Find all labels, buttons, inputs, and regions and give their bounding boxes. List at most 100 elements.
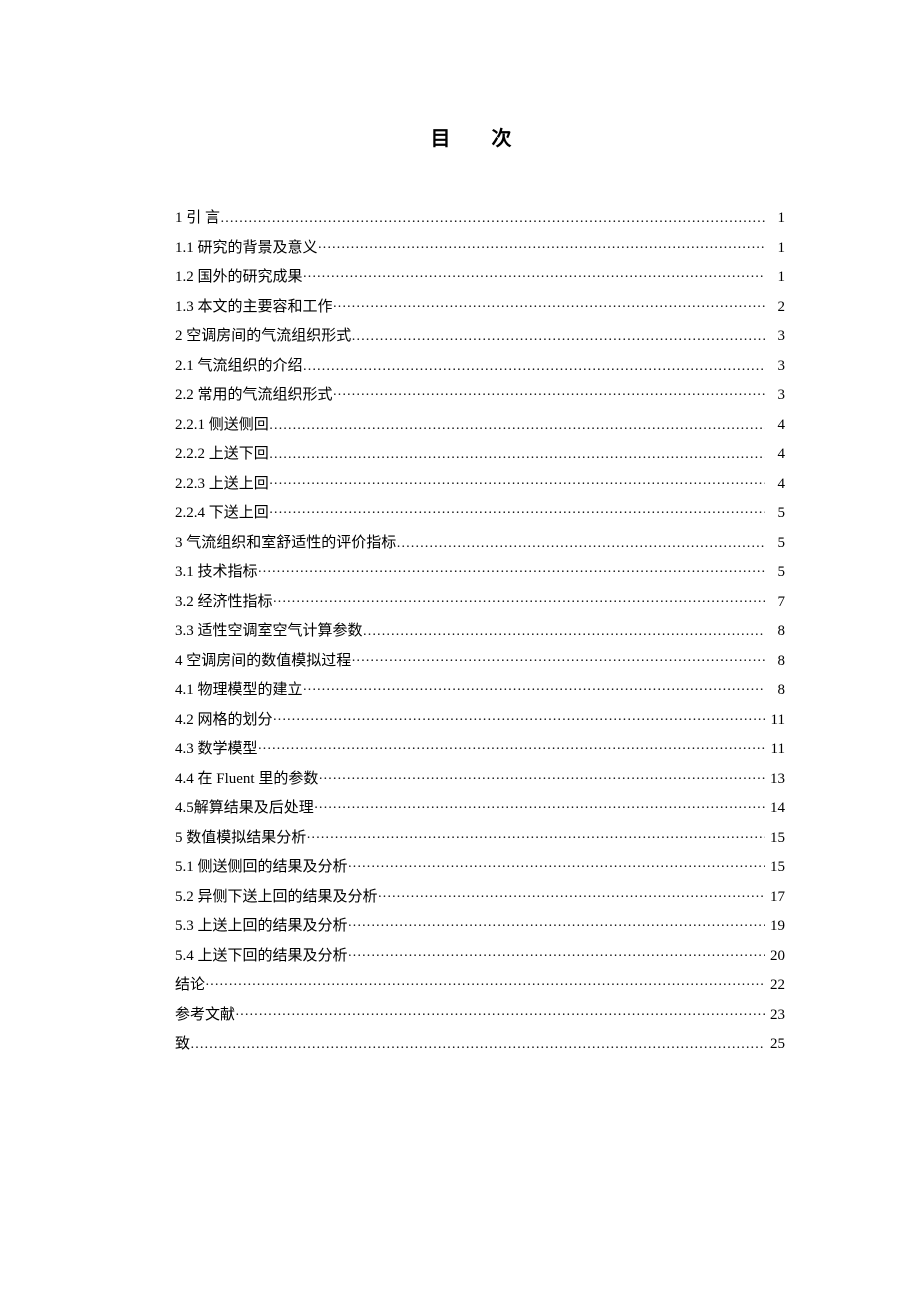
toc-entry-page: 4 [765,418,785,433]
toc-entry: 4.4 在 Fluent 里的参数·······················… [175,772,785,787]
toc-entry-leader: …………………………………………………………………………………………………………… [303,360,765,374]
toc-entry-leader: ········································… [348,920,765,934]
toc-entry-label: 4.2 网格的划分 [175,713,273,728]
toc-entry-label: 5 数值模拟结果分析 [175,831,306,846]
toc-entry-label: 2.2 常用的气流组织形式 [175,388,333,403]
toc-entry-page: 19 [765,919,785,934]
toc-entry-label: 1 引 言 [175,211,220,226]
toc-entry-label: 3.1 技术指标 [175,565,258,580]
toc-entry-leader: ········································… [333,389,765,403]
toc-entry-page: 3 [765,329,785,344]
toc-entry-leader: ········································… [303,684,765,698]
toc-entry-leader: ········································… [314,802,765,816]
toc-entry: 2.2 常用的气流组织形式···························… [175,388,785,403]
toc-entry: 5.3 上送上回的结果及分析··························… [175,919,785,934]
toc-entry-label: 2.1 气流组织的介绍 [175,359,303,374]
toc-entry-leader: ········································… [269,507,765,521]
toc-entry-leader: …………………………………………………………………………………………………………… [269,448,765,462]
toc-entry-label: 4.5解算结果及后处理 [175,801,314,816]
toc-entry-leader: …………………………………………………………………………………………………………… [269,419,765,433]
toc-entry-label: 结论 [175,978,205,993]
toc-entry-leader: ········································… [258,566,765,580]
toc-entry-label: 4.3 数学模型 [175,742,258,757]
toc-entry-label: 4.4 在 Fluent 里的参数 [175,772,318,787]
toc-entry: 3.1 技术指标································… [175,565,785,580]
document-page: 目 次 1 引 言 ………………………………………………………………………………… [0,0,920,1052]
toc-entry: 1.2 国外的研究成果·····························… [175,270,785,285]
toc-entry-page: 13 [765,772,785,787]
toc-entry-leader: ········································… [273,596,765,610]
toc-entry: 4.3 数学模型································… [175,742,785,757]
toc-entry-leader: …………………………………………………………………………………………………………… [351,330,765,344]
toc-entry: 5 数值模拟结果分析······························… [175,831,785,846]
toc-entry: 4.2 网格的划分·······························… [175,713,785,728]
toc-entry-page: 5 [765,506,785,521]
toc-entry-page: 23 [765,1008,785,1023]
toc-entry-label: 致 [175,1037,190,1052]
toc-entry-page: 3 [765,388,785,403]
toc-entry-page: 4 [765,447,785,462]
toc-entry-page: 7 [765,595,785,610]
toc-entry-page: 15 [765,860,785,875]
toc-entry-page: 11 [765,713,785,728]
toc-entry-page: 8 [765,624,785,639]
toc-entry-leader: …………………………………………………………………………………………………………… [220,212,765,226]
toc-entry-leader: ········································… [303,271,765,285]
toc-entry-leader: …………………………………………………………………………………………………………… [190,1038,765,1052]
toc-entry: 2.2.1 侧送侧回………………………………………………………………………………… [175,418,785,433]
toc-entry: 2.1 气流组织的介绍 …………………………………………………………………………… [175,359,785,374]
toc-entry: 5.4 上送下回的结果及分析··························… [175,949,785,964]
toc-entry-leader: ········································… [273,714,765,728]
toc-entry-page: 17 [765,890,785,905]
toc-entry: 4.1 物理模型的建立·····························… [175,683,785,698]
toc-entry-label: 3.2 经济性指标 [175,595,273,610]
toc-entry-page: 14 [765,801,785,816]
toc-entry-leader: ········································… [333,301,765,315]
toc-entry: 4 空调房间的数值模拟过程···························… [175,654,785,669]
toc-entry-leader: ········································… [235,1009,765,1023]
toc-entry-leader: ········································… [306,832,765,846]
toc-entry-label: 2.2.1 侧送侧回 [175,418,269,433]
toc-entry: 致………………………………………………………………………………………………………… [175,1037,785,1052]
toc-entry-leader: ········································… [205,979,765,993]
toc-entry: 1 引 言 …………………………………………………………………………………………… [175,211,785,226]
toc-entry-label: 1.2 国外的研究成果 [175,270,303,285]
toc-entry-label: 2 空调房间的气流组织形式 [175,329,351,344]
toc-entry-leader: ········································… [318,773,765,787]
toc-entry: 结论 ·····································… [175,978,785,993]
page-title: 目 次 [175,122,785,151]
toc-entry: 1.1 研究的背景及意义····························… [175,241,785,256]
toc-entry-page: 8 [765,654,785,669]
toc-entry-label: 1.1 研究的背景及意义 [175,241,318,256]
toc-entry-label: 5.2 异侧下送上回的结果及分析 [175,890,378,905]
toc-entry: 1.3 本文的主要容和工作···························… [175,300,785,315]
toc-entry-page: 2 [765,300,785,315]
toc-entry-leader: …………………………………………………………………………………………………………… [363,625,765,639]
toc-entry: 5.2 异侧下送上回的结果及分析························… [175,890,785,905]
toc-entry-label: 5.3 上送上回的结果及分析 [175,919,348,934]
toc-entry-label: 4.1 物理模型的建立 [175,683,303,698]
toc-entry-page: 11 [765,742,785,757]
toc-entry-leader: ········································… [378,891,765,905]
toc-entry-label: 2.2.3 上送上回 [175,477,269,492]
toc-entry-label: 2.2.2 上送下回 [175,447,269,462]
toc-entry-page: 4 [765,477,785,492]
toc-entry-leader: …………………………………………………………………………………………………………… [396,537,765,551]
toc-entry-label: 3 气流组织和室舒适性的评价指标 [175,536,396,551]
toc-entry-leader: ········································… [318,242,765,256]
toc-entry-leader: ········································… [348,950,765,964]
toc-entry-page: 1 [765,211,785,226]
toc-entry: 3 气流组织和室舒适性的评价指标………………………………………………………………… [175,536,785,551]
toc-entry-page: 5 [765,536,785,551]
toc-entry-label: 1.3 本文的主要容和工作 [175,300,333,315]
toc-entry-label: 5.1 侧送侧回的结果及分析 [175,860,348,875]
toc-entry: 5.1 侧送侧回的结果及分析··························… [175,860,785,875]
toc-entry-page: 5 [765,565,785,580]
toc-entry-leader: ········································… [258,743,765,757]
toc-entry-label: 2.2.4 下送上回 [175,506,269,521]
toc-entry-page: 20 [765,949,785,964]
table-of-contents: 1 引 言 …………………………………………………………………………………………… [175,211,785,1052]
toc-entry-page: 25 [765,1037,785,1052]
toc-entry-leader: ········································… [351,655,765,669]
toc-entry-label: 5.4 上送下回的结果及分析 [175,949,348,964]
